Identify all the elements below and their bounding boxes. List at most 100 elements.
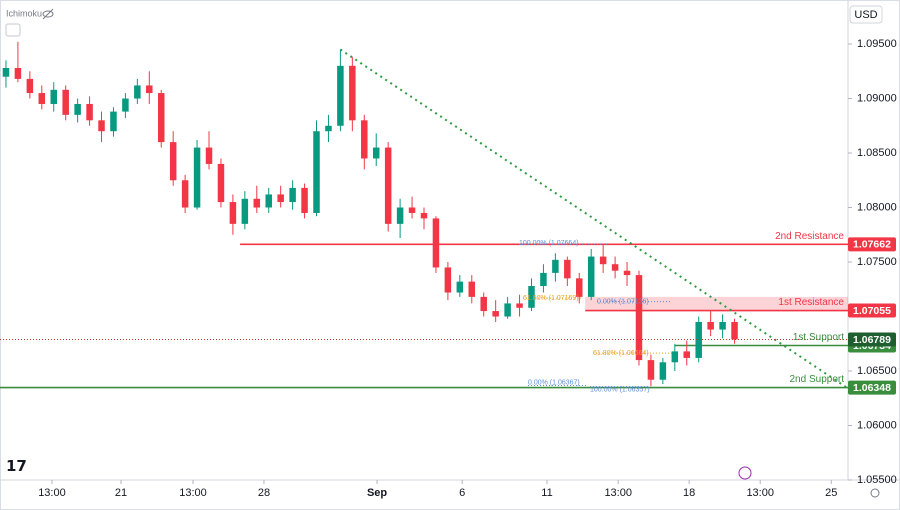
price-tag: [848, 332, 896, 347]
y-tick-label: 1.06500: [857, 365, 897, 377]
candle-body: [157, 93, 165, 143]
candle-body: [110, 111, 117, 132]
fib-label: 0.00% (1.07136): [597, 299, 649, 306]
candle-body: [349, 65, 356, 121]
level-name: 1st Resistance: [778, 297, 844, 308]
y-tick-label: 1.09500: [857, 38, 897, 50]
candle-body: [420, 212, 428, 219]
candle-body: [719, 321, 726, 330]
candle-body: [444, 267, 452, 293]
candle-body: [134, 85, 141, 99]
candle-body: [540, 272, 547, 286]
candle-body: [587, 256, 595, 297]
y-tick-label: 1.05500: [857, 474, 897, 486]
candle-body: [2, 67, 10, 77]
candle-body: [456, 281, 464, 293]
indicator-label[interactable]: Ichimoku: [6, 8, 42, 18]
candle-body: [217, 163, 225, 203]
candle-body: [731, 321, 738, 340]
x-tick-label: 13:00: [746, 487, 774, 499]
price-tag-label: 1.06789: [853, 334, 891, 346]
visibility-icon[interactable]: [42, 8, 54, 20]
candle-body: [480, 296, 487, 312]
candle-body: [122, 98, 129, 112]
candle-body: [492, 311, 499, 317]
price-tag-label: 1.07055: [853, 305, 891, 317]
candle-body: [146, 85, 153, 94]
candle-body: [265, 194, 272, 208]
candle-body: [504, 303, 511, 317]
price-tag: [848, 380, 896, 395]
price-tag-label: 1.07662: [853, 239, 891, 251]
candle-body: [647, 360, 655, 380]
fib-label: 0.00% (1.06367): [528, 379, 580, 386]
candle-body: [169, 142, 177, 181]
y-tick-label: 1.06000: [857, 419, 897, 431]
candle-body: [695, 321, 702, 358]
candle-body: [325, 125, 332, 132]
x-tick-label: 11: [541, 487, 552, 499]
candle-body: [516, 303, 523, 308]
candle-body: [241, 198, 249, 224]
candle-body: [313, 131, 320, 213]
candle-body: [611, 264, 619, 271]
x-tick-label: Sep: [367, 487, 387, 499]
candle-body: [468, 281, 476, 297]
candle-body: [528, 285, 535, 308]
candle-body: [181, 180, 189, 208]
fib-label: 61.80% (1.06664): [593, 350, 649, 357]
candle-body: [253, 198, 261, 208]
candle-body: [408, 207, 416, 213]
currency-box[interactable]: [849, 5, 883, 24]
candle-body: [432, 218, 440, 268]
x-tick-label: 13:00: [604, 487, 632, 499]
fib-label: 100.00% (1.06357): [590, 386, 650, 393]
candle-body: [86, 103, 93, 121]
candle-body: [635, 275, 643, 361]
candle-body: [671, 351, 679, 363]
collapse-button[interactable]: [5, 23, 21, 37]
currency-label[interactable]: USD: [854, 9, 877, 21]
x-tick-label: 18: [683, 487, 695, 499]
settings-icon[interactable]: [870, 488, 880, 498]
candle-body: [74, 103, 81, 115]
candle-body: [229, 202, 237, 224]
candle-body: [372, 147, 380, 159]
candle-body: [38, 93, 46, 104]
y-tick-label: 1.08500: [857, 147, 897, 159]
candle-body: [14, 67, 22, 79]
x-tick-label: 21: [115, 487, 127, 499]
candle-body: [289, 187, 296, 203]
candle-body: [50, 89, 57, 104]
x-tick-label: 28: [258, 487, 270, 499]
candle-body: [396, 207, 404, 224]
candle-body: [564, 259, 571, 279]
y-tick-label: 1.09000: [857, 92, 897, 104]
candle-body: [301, 187, 308, 213]
y-tick-label: 1.08000: [857, 201, 897, 213]
candle-body: [599, 256, 607, 265]
candle-body: [707, 321, 714, 330]
candle-body: [62, 89, 69, 115]
price-tag-label: 1.06348: [853, 382, 891, 394]
candle-body: [337, 65, 344, 126]
level-name: 2nd Support: [790, 374, 845, 385]
candle-body: [205, 147, 213, 164]
candle-body: [576, 278, 583, 297]
plot-area: [0, 41, 849, 390]
y-tick-label: 1.07500: [857, 256, 897, 268]
resistance-zone: [585, 296, 848, 311]
x-tick-label: 25: [825, 487, 837, 499]
x-tick-label: 13:00: [38, 487, 66, 499]
price-tag: [848, 237, 896, 252]
fib-label: 61.80% (1.07169): [523, 295, 579, 302]
candle-body: [683, 351, 691, 358]
candle-body: [277, 194, 284, 203]
x-tick-label: 13:00: [179, 487, 207, 499]
alert-icon[interactable]: [738, 466, 752, 480]
x-tick-label: 6: [459, 487, 465, 499]
price-tag: [848, 303, 896, 318]
candle-body: [26, 78, 34, 94]
logo[interactable]: 𝟭𝟳: [6, 458, 27, 475]
